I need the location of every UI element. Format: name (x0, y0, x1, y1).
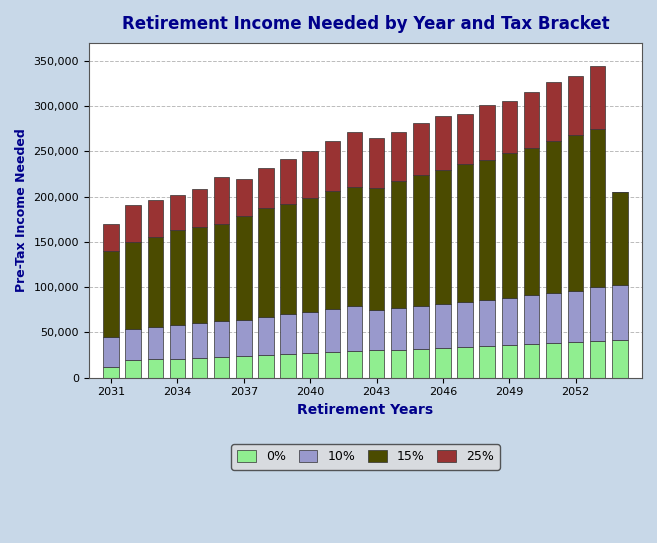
Bar (524, 295, 539, 344)
Bar (103, 224, 119, 251)
Bar (568, 77, 583, 135)
Bar (590, 66, 606, 129)
Bar (480, 346, 495, 377)
Bar (568, 291, 583, 342)
Bar (103, 367, 119, 377)
Bar (148, 200, 163, 237)
Bar (347, 132, 362, 187)
Bar (413, 306, 428, 349)
Bar (103, 251, 119, 337)
Bar (435, 304, 451, 348)
Bar (236, 356, 252, 377)
Bar (347, 351, 362, 377)
Bar (302, 353, 318, 377)
Bar (214, 177, 229, 224)
Bar (192, 358, 207, 377)
Bar (170, 358, 185, 377)
Bar (457, 301, 473, 347)
Bar (413, 123, 428, 175)
Bar (369, 138, 384, 188)
Bar (413, 175, 428, 306)
Bar (170, 230, 185, 325)
Bar (258, 209, 273, 317)
Bar (501, 153, 517, 298)
Bar (568, 135, 583, 291)
Bar (413, 349, 428, 377)
Bar (612, 285, 627, 340)
Bar (435, 116, 451, 171)
Bar (435, 171, 451, 304)
Bar (347, 306, 362, 351)
Bar (148, 327, 163, 359)
Bar (524, 92, 539, 148)
Bar (214, 357, 229, 377)
Bar (281, 354, 296, 377)
Bar (258, 355, 273, 377)
Bar (281, 204, 296, 314)
Bar (125, 329, 141, 361)
Bar (103, 337, 119, 367)
Bar (480, 160, 495, 300)
Bar (612, 192, 627, 285)
Bar (236, 216, 252, 320)
Y-axis label: Pre-Tax Income Needed: Pre-Tax Income Needed (15, 128, 28, 292)
Bar (568, 342, 583, 377)
Bar (214, 224, 229, 321)
Bar (590, 342, 606, 377)
Bar (258, 168, 273, 209)
Bar (457, 115, 473, 164)
Bar (501, 101, 517, 153)
Bar (302, 198, 318, 312)
Bar (590, 129, 606, 287)
Bar (391, 308, 407, 350)
Bar (302, 312, 318, 353)
Bar (612, 340, 627, 377)
Bar (192, 323, 207, 358)
Legend: 0%, 10%, 15%, 25%: 0%, 10%, 15%, 25% (231, 444, 500, 470)
Bar (369, 310, 384, 350)
Bar (214, 321, 229, 357)
Bar (347, 187, 362, 306)
Bar (546, 82, 561, 141)
Bar (391, 350, 407, 377)
Bar (501, 298, 517, 345)
Bar (501, 345, 517, 377)
Bar (192, 188, 207, 226)
Bar (524, 148, 539, 295)
Bar (170, 195, 185, 230)
Bar (369, 350, 384, 377)
Bar (125, 361, 141, 377)
Bar (546, 293, 561, 343)
X-axis label: Retirement Years: Retirement Years (298, 403, 434, 417)
Bar (435, 348, 451, 377)
Bar (391, 131, 407, 181)
Bar (480, 105, 495, 160)
Bar (170, 325, 185, 358)
Bar (480, 300, 495, 346)
Bar (236, 320, 252, 356)
Bar (148, 237, 163, 327)
Bar (590, 287, 606, 342)
Bar (258, 317, 273, 355)
Bar (325, 352, 340, 377)
Bar (325, 191, 340, 309)
Title: Retirement Income Needed by Year and Tax Bracket: Retirement Income Needed by Year and Tax… (122, 15, 609, 33)
Bar (457, 164, 473, 301)
Bar (192, 226, 207, 323)
Bar (302, 151, 318, 198)
Bar (281, 314, 296, 354)
Bar (125, 242, 141, 329)
Bar (524, 344, 539, 377)
Bar (391, 181, 407, 308)
Bar (325, 309, 340, 352)
Bar (148, 359, 163, 377)
Bar (236, 180, 252, 216)
Bar (546, 141, 561, 293)
Bar (125, 205, 141, 242)
Bar (546, 343, 561, 377)
Bar (369, 188, 384, 310)
Bar (457, 347, 473, 377)
Bar (325, 142, 340, 191)
Bar (281, 159, 296, 204)
